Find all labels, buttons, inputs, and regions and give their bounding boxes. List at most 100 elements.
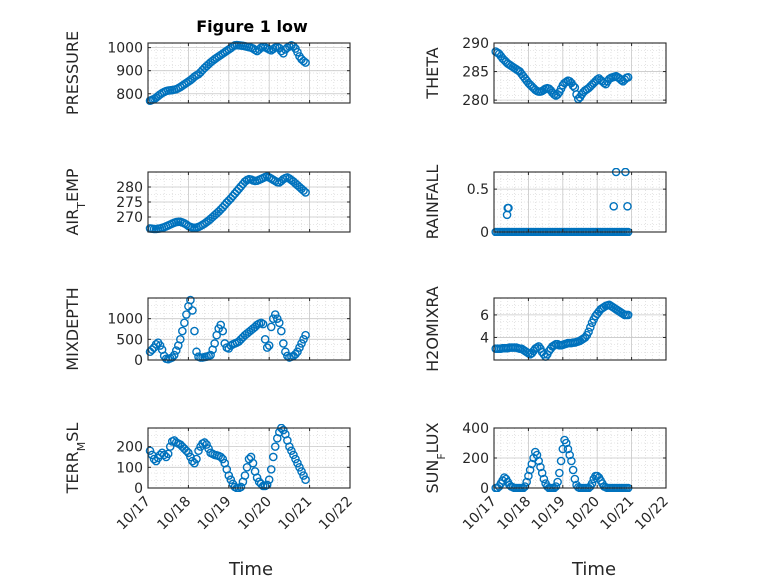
data-point [586, 323, 595, 332]
data-point [299, 56, 308, 66]
data-point [262, 343, 272, 352]
data-point [224, 471, 234, 480]
data-point [587, 479, 597, 488]
data-point [149, 454, 159, 464]
y-tick-label: 285 [462, 65, 489, 81]
data-point [527, 459, 537, 469]
y-tick-label: 400 [462, 421, 489, 437]
y-tick-label: 6 [480, 308, 489, 324]
data-point [268, 452, 278, 462]
data-point [171, 346, 181, 355]
data-point [293, 458, 302, 468]
x-tick-label: 10/18 [154, 494, 194, 534]
data-point [210, 339, 219, 348]
y-tick-label: 1000 [107, 41, 143, 57]
data-point [270, 442, 280, 451]
data-point [240, 471, 250, 480]
data-point [206, 350, 215, 360]
data-point [536, 462, 545, 472]
data-point [279, 425, 288, 435]
data-point [268, 44, 278, 54]
axes-box [493, 297, 667, 361]
data-point [525, 465, 535, 475]
plot-area [494, 172, 666, 232]
data-point [200, 438, 209, 447]
x-tick-label: 10/21 [598, 494, 638, 534]
y-axis-label: RAINFALL [423, 165, 442, 240]
data-point [295, 463, 304, 472]
data-point [260, 335, 270, 344]
data-point [218, 454, 228, 464]
x-tick-label: 10/19 [195, 494, 235, 534]
data-point [178, 326, 187, 336]
data-point [563, 444, 573, 454]
data-point [609, 201, 619, 211]
y-tick-label: 500 [116, 332, 143, 348]
data-point [192, 454, 201, 464]
data-point [301, 475, 310, 485]
data-point [299, 335, 308, 344]
y-tick-label: 100 [116, 460, 143, 476]
data-point [524, 348, 533, 358]
panel-2: 280 285 290 THETA [423, 36, 667, 109]
data-point [584, 327, 593, 337]
data-point [188, 306, 197, 315]
y-tick-label: 270 [116, 210, 143, 226]
data-point [297, 339, 306, 348]
data-point [551, 482, 561, 491]
data-point [258, 319, 268, 329]
panel-6: 4 6 H2OMIXRA [423, 286, 667, 372]
data-point [248, 458, 258, 468]
y-tick-label: 800 [116, 87, 143, 103]
data-point [301, 188, 310, 197]
data-point [182, 310, 191, 319]
x-tick-label: 10/20 [235, 494, 275, 534]
data-point [184, 448, 193, 458]
data-point [561, 438, 571, 448]
data-point [299, 186, 308, 195]
y-axis-label: SUNFLUX [423, 422, 448, 493]
data-point [159, 450, 169, 460]
data-point [186, 295, 195, 305]
y-tick-label: 0 [134, 353, 143, 369]
y-tick-label: 280 [116, 180, 143, 196]
data-point [277, 326, 286, 336]
data-point [279, 339, 288, 348]
data-point [522, 477, 531, 487]
data-point [252, 473, 262, 482]
data-point [272, 314, 282, 323]
data-point [192, 347, 201, 357]
data-point [291, 454, 300, 464]
y-tick-label: 280 [462, 93, 489, 109]
data-point [570, 474, 580, 484]
data-point [264, 341, 274, 350]
data-point [266, 322, 276, 332]
x-axis-label-right: Time [571, 559, 616, 580]
data-point [281, 347, 290, 357]
y-tick-label: 1000 [107, 312, 143, 328]
data-point [592, 75, 602, 84]
data-point [553, 477, 562, 487]
axes-box [147, 42, 351, 104]
data-markers [145, 40, 310, 105]
data-point [293, 347, 302, 357]
panel-1: 800 900 1000 PRESSURE [63, 31, 351, 115]
panel-5: 0 500 1000 MIXDEPTH [63, 287, 351, 371]
data-point [503, 203, 513, 213]
data-point [188, 456, 197, 466]
panel-7: 0 100 200 10/17 10/18 10/19 10/20 10/21 10/22 TER… [63, 423, 356, 534]
data-point [145, 446, 155, 456]
data-point [568, 81, 578, 91]
data-point [567, 456, 576, 466]
data-point [287, 446, 296, 456]
data-point [226, 475, 236, 485]
axes-box [147, 297, 351, 361]
data-point [565, 450, 574, 460]
y-tick-label: 0 [480, 225, 489, 241]
axes-box [493, 42, 667, 104]
data-point [623, 310, 633, 320]
data-point [167, 353, 177, 362]
x-tick-label: 10/22 [316, 494, 356, 534]
